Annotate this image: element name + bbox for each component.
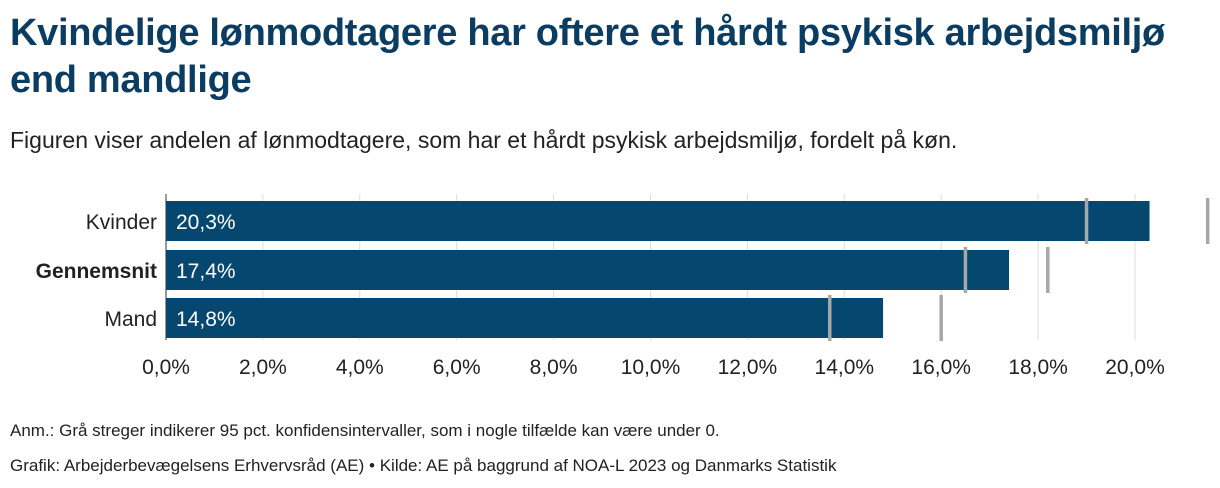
bar-value-label: 20,3% bbox=[176, 211, 236, 234]
category-label: Gennemsnit bbox=[36, 260, 157, 283]
chart-credit: Grafik: Arbejderbevægelsens Erhvervsråd … bbox=[10, 456, 837, 475]
category-label: Kvinder bbox=[86, 211, 157, 234]
bar-chart: 0,0% 2,0% 4,0% 6,0% 8,0% 10,0% 12,0% 14,0% 16,0%… bbox=[36, 194, 1210, 379]
category-label: Mand bbox=[104, 308, 157, 331]
bar-value-label: 14,8% bbox=[176, 308, 236, 331]
x-tick-label: 12,0% bbox=[718, 356, 778, 379]
x-tick-label: 2,0% bbox=[239, 356, 287, 379]
x-tick-label: 14,0% bbox=[815, 356, 875, 379]
bar bbox=[166, 201, 1150, 241]
x-tick-label: 0,0% bbox=[142, 356, 190, 379]
chart-title: Kvindelige lønmodtagere har oftere et hå… bbox=[10, 12, 1165, 101]
chart-note: Anm.: Grå streger indikerer 95 pct. konf… bbox=[10, 421, 720, 440]
bar-value-label: 17,4% bbox=[176, 260, 236, 283]
confidence-intervals bbox=[828, 198, 1210, 341]
x-tick-label: 8,0% bbox=[530, 356, 578, 379]
x-tick-label: 16,0% bbox=[911, 356, 971, 379]
bar bbox=[166, 250, 1010, 290]
bar bbox=[166, 298, 884, 338]
labels: 0,0% 2,0% 4,0% 6,0% 8,0% 10,0% 12,0% 14,0% 16,0%… bbox=[36, 211, 1165, 379]
x-tick-label: 6,0% bbox=[433, 356, 481, 379]
x-tick-label: 4,0% bbox=[336, 356, 384, 379]
x-tick-label: 10,0% bbox=[621, 356, 681, 379]
x-tick-label: 20,0% bbox=[1105, 356, 1165, 379]
chart-subtitle: Figuren viser andelen af lønmodtagere, s… bbox=[10, 127, 958, 153]
x-tick-label: 18,0% bbox=[1008, 356, 1068, 379]
bars bbox=[166, 201, 1150, 338]
